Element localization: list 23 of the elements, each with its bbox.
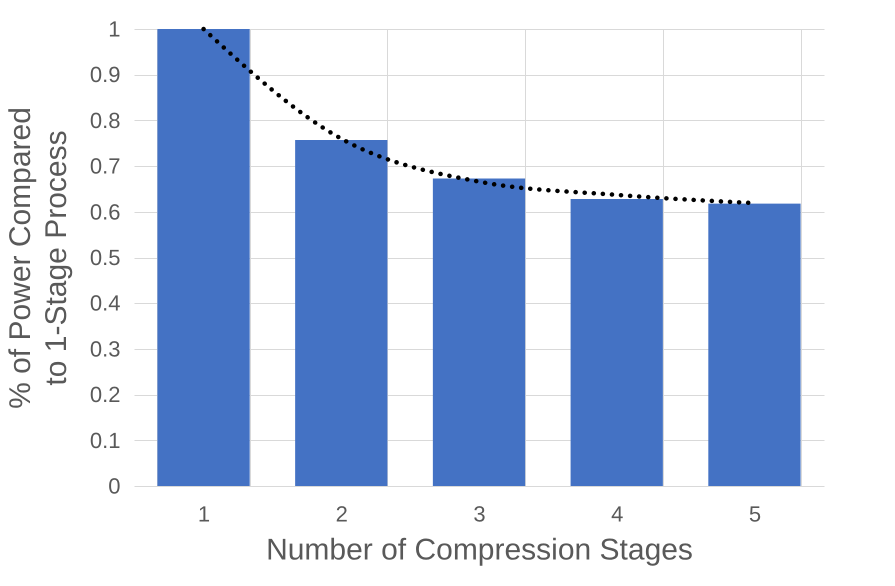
x-tick-label: 4 (611, 502, 624, 526)
y-tick-label: 0.8 (90, 108, 120, 133)
y-axis-title: % of Power Compared to 1-Stage Process (4, 107, 73, 409)
y-tick-label: 0.6 (90, 199, 120, 224)
x-tick-label: 2 (336, 502, 348, 526)
y-tick-label: 0.1 (90, 428, 120, 453)
y-tick-label: 0.4 (90, 290, 120, 316)
y-tick-label: 0.9 (90, 62, 120, 88)
x-axis-title: Number of Compression Stages (266, 534, 693, 566)
x-tick-label: 3 (473, 502, 486, 526)
y-tick-label: 0.3 (90, 336, 120, 362)
y-tick-label: 0.5 (90, 245, 120, 270)
y-tick-label: 1 (108, 16, 120, 42)
y-tick-label: 0 (108, 474, 120, 498)
bar (708, 204, 801, 486)
x-tick-label: 1 (198, 502, 210, 526)
y-tick-label: 0.2 (90, 382, 120, 408)
bar (432, 178, 526, 486)
bar (570, 199, 663, 486)
x-tick-label: 5 (748, 502, 762, 526)
bar (295, 140, 388, 486)
bar (157, 29, 250, 486)
y-tick-label: 0.7 (90, 154, 120, 179)
